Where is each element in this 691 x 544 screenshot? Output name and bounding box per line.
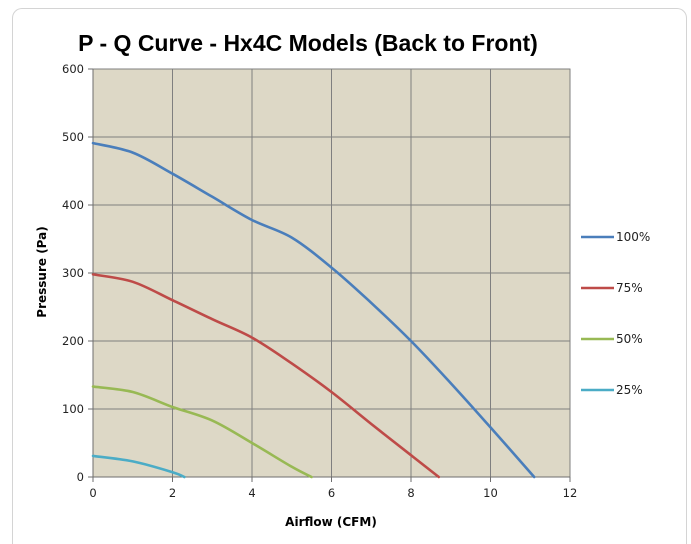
y-tick-label: 0: [77, 470, 84, 484]
legend-label-50-percent: 50%: [616, 332, 643, 346]
y-tick-label: 100: [62, 402, 84, 416]
x-tick-label: 8: [407, 486, 414, 500]
x-tick-label: 4: [248, 486, 255, 500]
y-axis-ticks: 0 100 200 300 400 500 600: [62, 62, 93, 484]
plot-area: [91, 68, 571, 479]
legend-label-25-percent: 25%: [616, 383, 643, 397]
y-tick-label: 300: [62, 266, 84, 280]
x-axis-ticks: 0 2 4 6 8 10 12: [89, 477, 577, 500]
series-lines: [91, 141, 536, 479]
legend: 100% 75% 50% 25%: [581, 230, 650, 397]
y-axis-title: Pressure (Pa): [35, 226, 49, 317]
series-line-50-percent: [91, 385, 313, 479]
chart-title: P - Q Curve - Hx4C Models (Back to Front…: [78, 30, 538, 56]
x-tick-label: 2: [169, 486, 176, 500]
series-line-75-percent: [91, 273, 441, 479]
y-tick-label: 600: [62, 62, 84, 76]
x-tick-label: 10: [483, 486, 498, 500]
legend-label-100-percent: 100%: [616, 230, 650, 244]
x-tick-label: 12: [563, 486, 578, 500]
y-tick-label: 400: [62, 198, 84, 212]
x-tick-label: 0: [89, 486, 96, 500]
y-tick-label: 200: [62, 334, 84, 348]
legend-label-75-percent: 75%: [616, 281, 643, 295]
y-tick-label: 500: [62, 130, 84, 144]
x-tick-label: 6: [328, 486, 335, 500]
x-axis-title: Airflow (CFM): [285, 515, 377, 529]
series-line-100-percent: [91, 141, 536, 479]
series-line-25-percent: [91, 454, 186, 479]
